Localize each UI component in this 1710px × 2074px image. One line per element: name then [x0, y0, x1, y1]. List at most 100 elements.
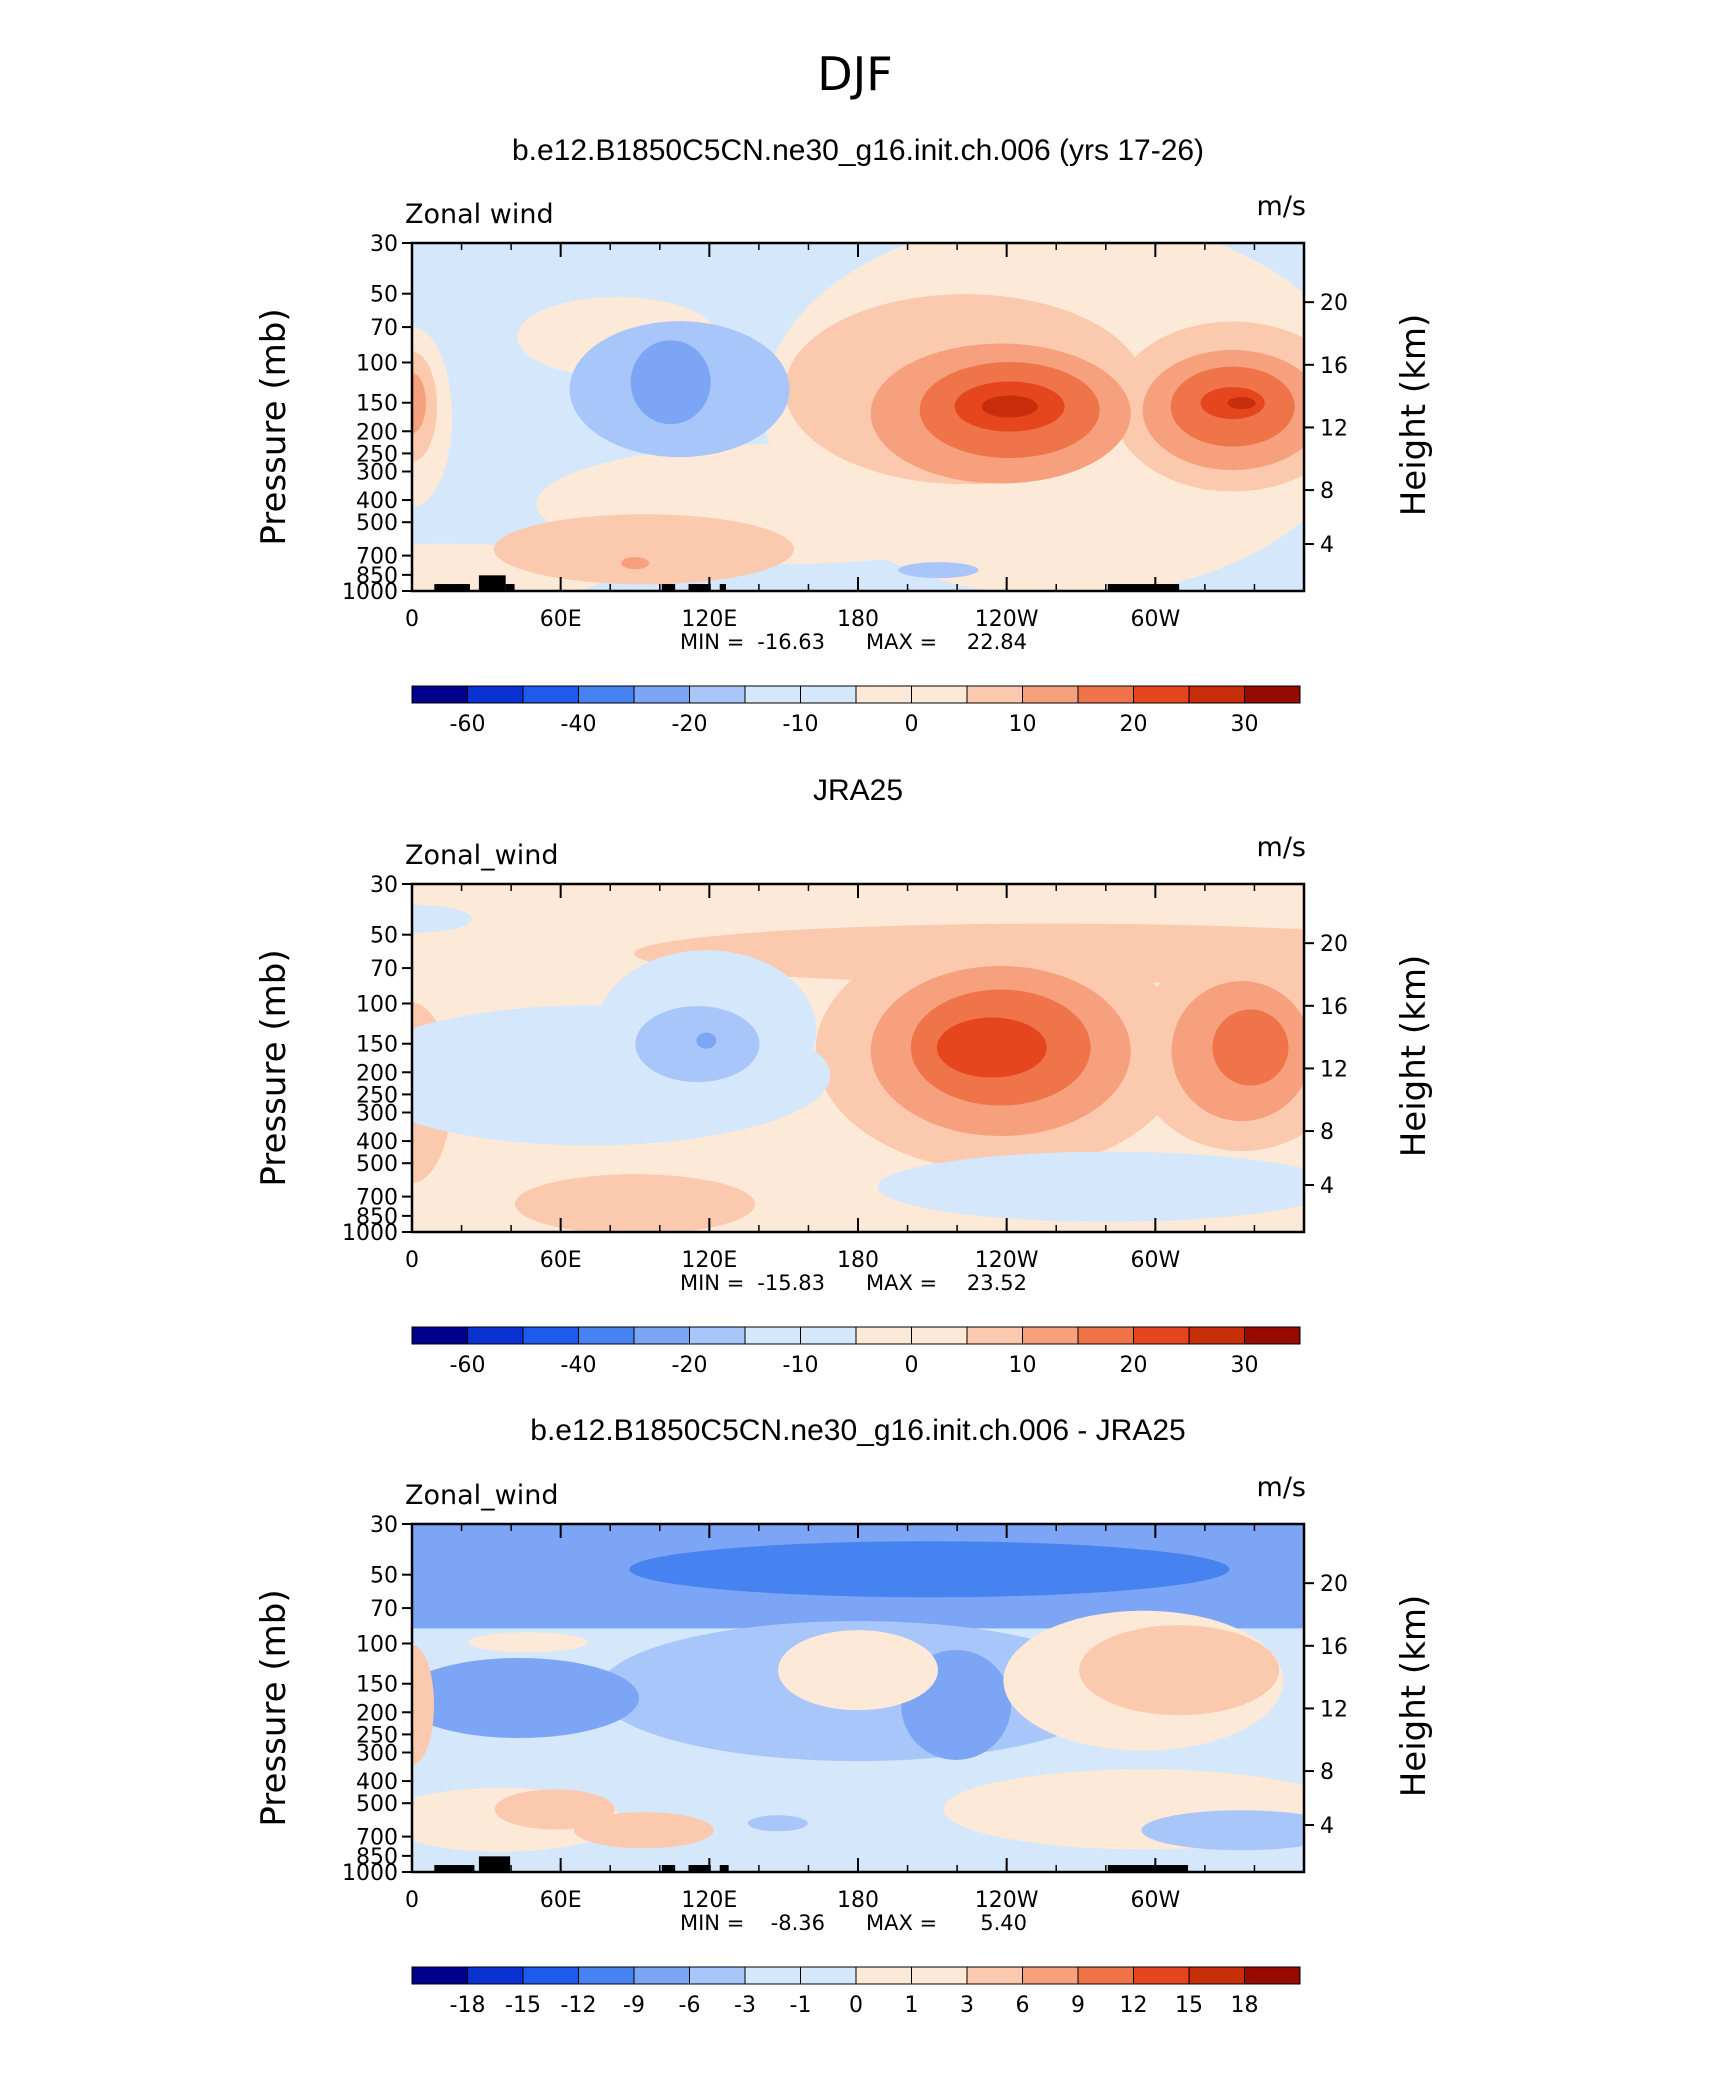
y-tick-label: 1000 — [342, 1221, 398, 1246]
y-tick-label: 250 — [356, 1723, 398, 1748]
colorbar-box — [966, 1326, 1023, 1345]
chart-title: JRA25 — [813, 774, 903, 807]
height-tick-label: 12 — [1320, 1057, 1348, 1082]
right-axis-title: Height (km) — [1394, 955, 1434, 1158]
colorbar-box — [1133, 1966, 1190, 1985]
colorbar-label: 30 — [1231, 1353, 1259, 1378]
colorbar-box — [1077, 1326, 1134, 1345]
colorbar-label: 9 — [1071, 1993, 1085, 2018]
y-tick-label: 1000 — [342, 1861, 398, 1886]
colorbar-label: -18 — [450, 1993, 486, 2018]
height-tick-label: 20 — [1320, 932, 1348, 957]
x-tick-label: 60E — [540, 1248, 582, 1273]
x-tick-label: 60W — [1130, 1888, 1180, 1913]
chart-title: b.e12.B1850C5CN.ne30_g16.init.ch.006 (yr… — [512, 134, 1204, 167]
y-tick-label: 150 — [356, 1033, 398, 1058]
colorbar-label: 6 — [1016, 1993, 1030, 2018]
y-tick-label: 400 — [356, 489, 398, 514]
colorbar-box — [855, 1966, 912, 1985]
topography — [478, 575, 506, 591]
contour-fill — [412, 1658, 640, 1738]
colorbar-box — [966, 685, 1023, 704]
height-tick-label: 16 — [1320, 995, 1348, 1020]
y-tick-label: 100 — [356, 992, 398, 1017]
colorbar-box — [1188, 685, 1245, 704]
y-tick-label: 200 — [356, 1061, 398, 1086]
y-tick-label: 500 — [356, 511, 398, 536]
right-axis-title: Height (km) — [1394, 314, 1434, 517]
y-tick-label: 30 — [370, 873, 398, 898]
contour-fill — [747, 1815, 808, 1832]
y-tick-label: 50 — [370, 1564, 398, 1589]
contour-fill — [981, 395, 1038, 418]
colorbar-box — [689, 1326, 746, 1345]
colorbar-box — [800, 685, 857, 704]
contour-fill — [1227, 397, 1256, 410]
y-tick-label: 30 — [370, 232, 398, 257]
colorbar-label: -40 — [561, 1353, 597, 1378]
units-label: m/s — [1257, 1472, 1306, 1503]
x-tick-label: 120W — [975, 1888, 1039, 1913]
chart-panel-3: b.e12.B1850C5CN.ne30_g16.init.ch.006 - J… — [254, 1414, 1434, 2018]
colorbar-label: -15 — [505, 1993, 541, 2018]
colorbar-box — [1077, 1966, 1134, 1985]
max-label: MAX = — [866, 1911, 937, 1935]
y-tick-label: 700 — [356, 1826, 398, 1851]
colorbar-box — [1022, 685, 1079, 704]
min-label: MIN = — [680, 630, 744, 654]
x-tick-label: 120E — [681, 1888, 737, 1913]
colorbar-label: 15 — [1175, 1993, 1203, 2018]
contour-fill — [573, 1812, 714, 1849]
colorbar-box — [411, 685, 468, 704]
colorbar-label: -6 — [679, 1993, 701, 2018]
colorbar-label: -60 — [450, 1353, 486, 1378]
y-tick-label: 70 — [370, 1597, 398, 1622]
min-value: -15.83 — [757, 1271, 825, 1295]
page-title: DJF — [817, 47, 892, 101]
max-value: 23.52 — [967, 1271, 1027, 1295]
colorbar-label: -10 — [783, 1353, 819, 1378]
contour-fill — [621, 557, 649, 570]
height-tick-label: 8 — [1320, 1120, 1334, 1145]
x-tick-label: 60E — [540, 1888, 582, 1913]
colorbar-label: 10 — [1009, 712, 1037, 737]
units-label: m/s — [1257, 191, 1306, 222]
chart-title: b.e12.B1850C5CN.ne30_g16.init.ch.006 - J… — [530, 1414, 1185, 1447]
x-tick-label: 120E — [681, 607, 737, 632]
colorbar-box — [467, 1326, 524, 1345]
x-tick-label: 120W — [975, 1248, 1039, 1273]
colorbar-box — [911, 685, 968, 704]
x-tick-label: 180 — [837, 1248, 879, 1273]
y-tick-label: 850 — [356, 1845, 398, 1870]
colorbar-box — [911, 1966, 968, 1985]
colorbar-box — [578, 685, 635, 704]
colorbar-box — [800, 1326, 857, 1345]
colorbar-label: 1 — [905, 1993, 919, 2018]
variable-label: Zonal_wind — [405, 1480, 559, 1511]
height-tick-label: 20 — [1320, 291, 1348, 316]
colorbar: -18 -15 -12 -9 -6 -3 -1 0 1 3 6 9 12 15 18 — [411, 1966, 1301, 2018]
colorbar-box — [633, 1326, 690, 1345]
y-tick-label: 400 — [356, 1130, 398, 1155]
min-value: -8.36 — [771, 1911, 825, 1935]
colorbar-label: 0 — [849, 1993, 863, 2018]
colorbar-label: 12 — [1120, 1993, 1148, 2018]
colorbar-label: 18 — [1231, 1993, 1259, 2018]
max-value: 22.84 — [967, 630, 1027, 654]
colorbar-label: 0 — [905, 1353, 919, 1378]
colorbar-label: -20 — [672, 712, 708, 737]
colorbar-label: 30 — [1231, 712, 1259, 737]
y-tick-label: 150 — [356, 1673, 398, 1698]
y-tick-label: 50 — [370, 924, 398, 949]
height-tick-label: 12 — [1320, 416, 1348, 441]
topography — [505, 584, 515, 591]
contour-fill — [936, 1017, 1047, 1078]
y-tick-label: 300 — [356, 1102, 398, 1127]
y-axis-title: Pressure (mb) — [254, 308, 294, 545]
y-tick-label: 400 — [356, 1770, 398, 1795]
right-axis-title: Height (km) — [1394, 1595, 1434, 1798]
colorbar-box — [911, 1326, 968, 1345]
topography — [478, 1856, 511, 1872]
variable-label: Zonal_wind — [405, 840, 559, 871]
x-tick-label: 180 — [837, 1888, 879, 1913]
